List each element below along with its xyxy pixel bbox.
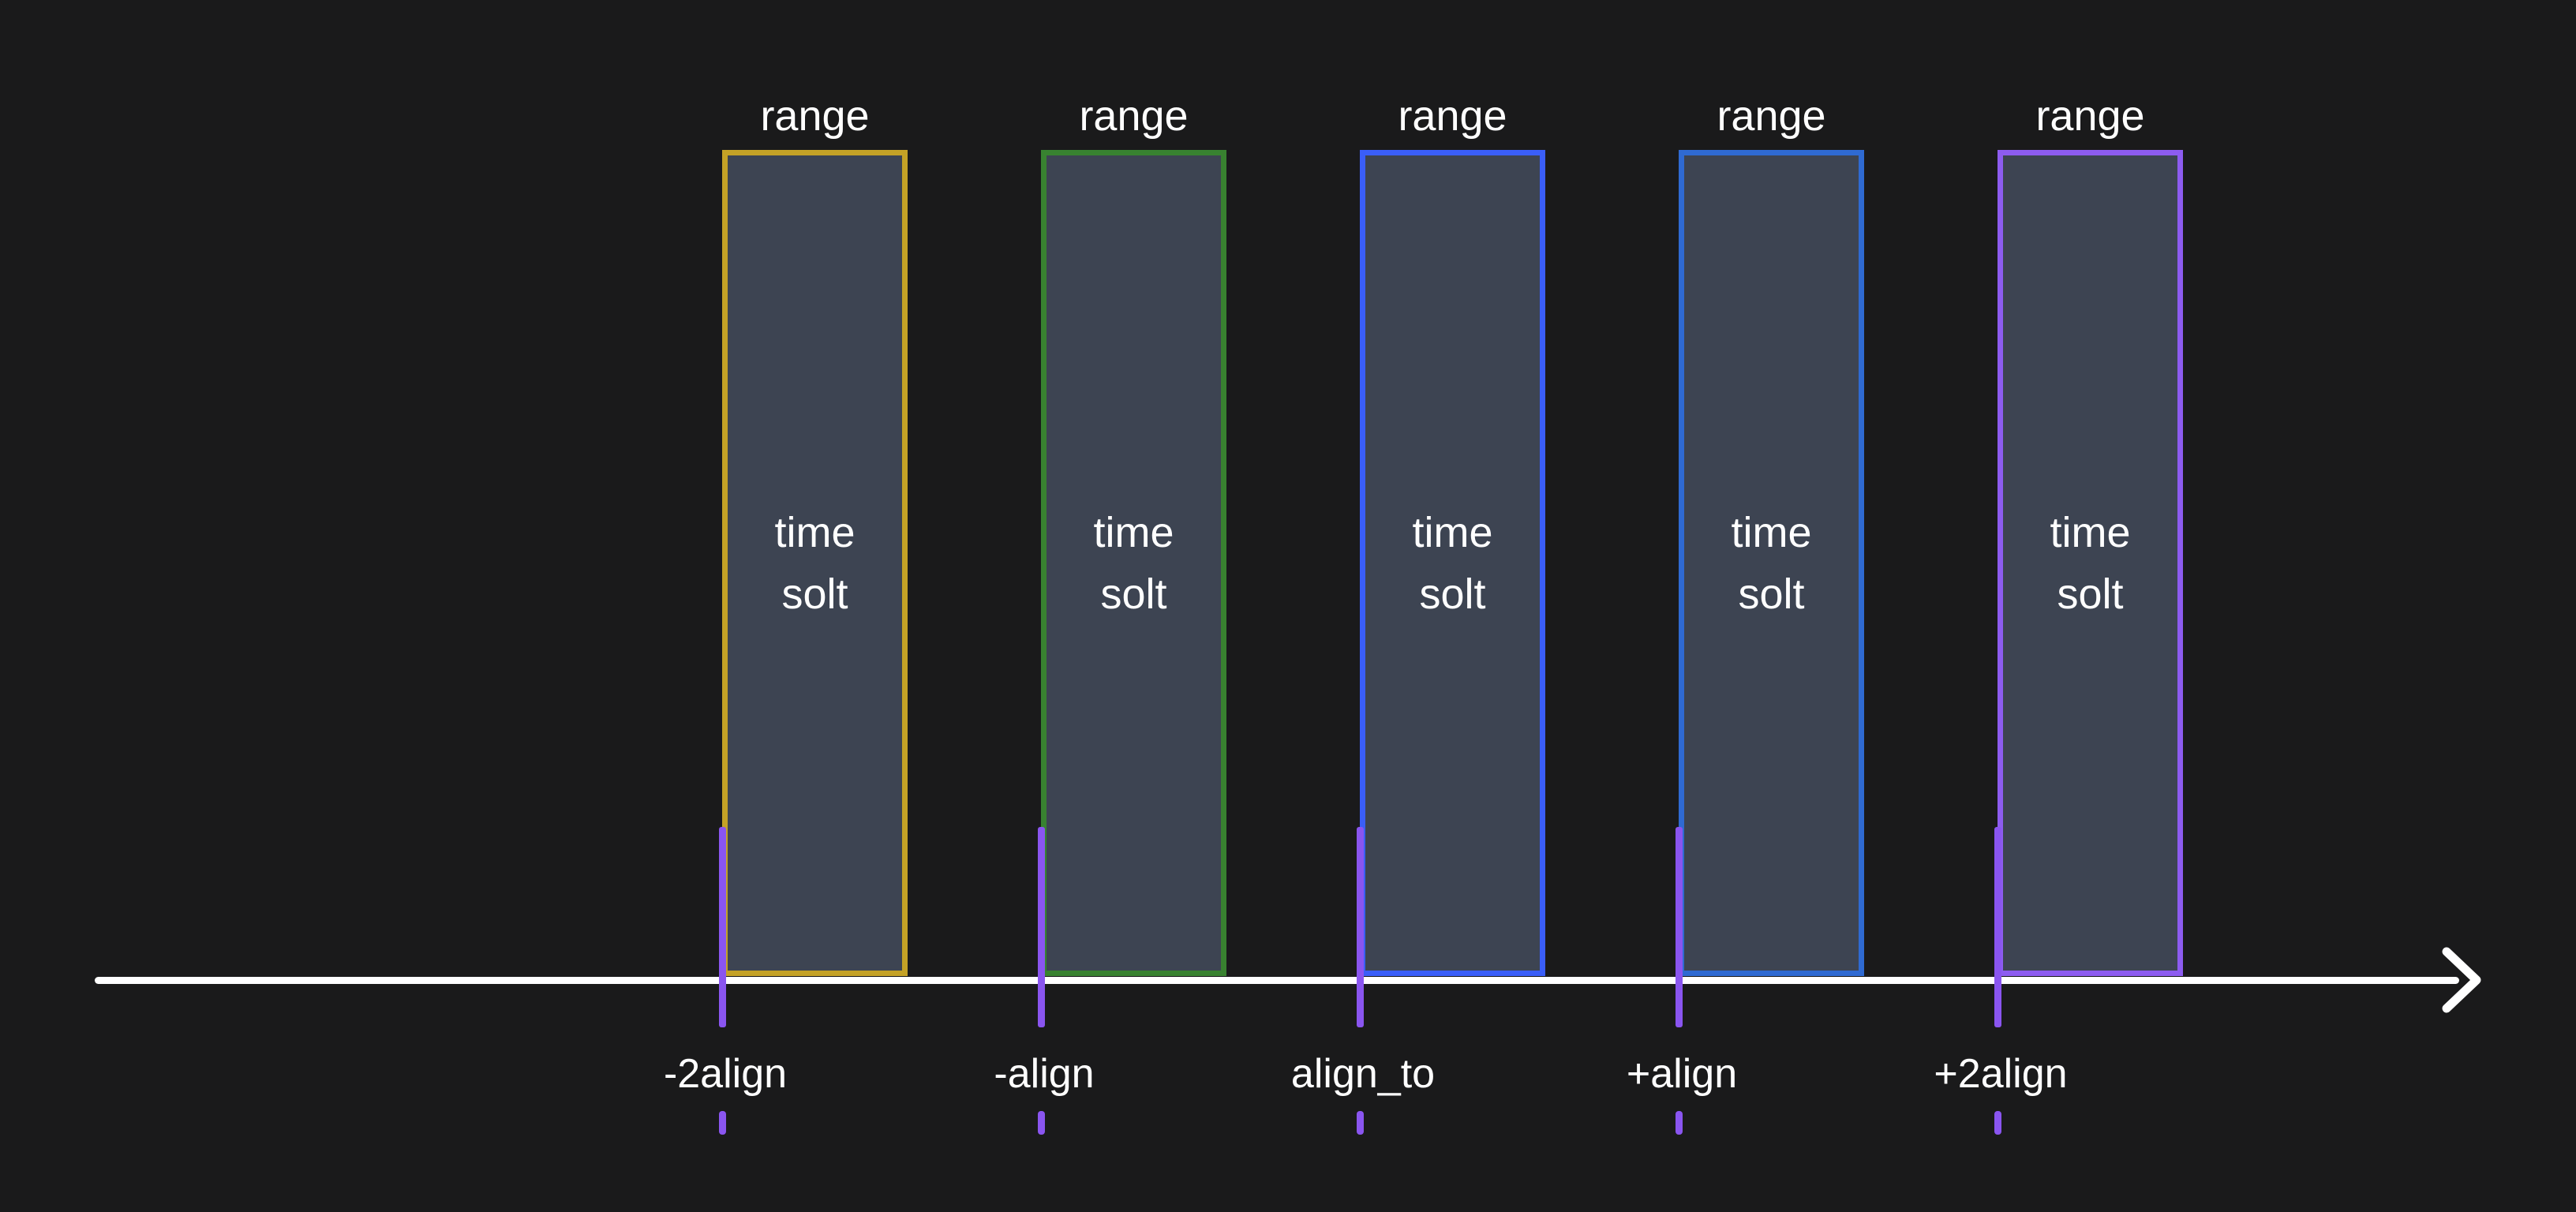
slot-text-line2: solt	[1419, 570, 1486, 618]
time-slot-box: time solt	[1360, 150, 1545, 976]
time-slot-box: time solt	[1041, 150, 1226, 976]
slot-group: range time solt align_to	[1291, 0, 1545, 1212]
timeline-axis	[95, 977, 2459, 984]
tick-dash	[719, 1111, 726, 1135]
tick-dash	[1994, 1111, 2001, 1135]
slot-text-line2: solt	[2057, 570, 2124, 618]
slot-text-line1: time	[1731, 508, 1812, 556]
slot-text-line1: time	[774, 508, 856, 556]
axis-arrowhead-icon	[2442, 947, 2481, 1013]
range-label: range	[1079, 92, 1189, 140]
tick-dash	[1038, 1111, 1045, 1135]
slot-text-line2: solt	[1738, 570, 1805, 618]
range-label: range	[2035, 92, 2145, 140]
tick-label: -2align	[663, 1051, 788, 1097]
slot-group: range time solt +2align	[1934, 0, 2183, 1212]
time-slot-box: time solt	[1679, 150, 1864, 976]
range-label: range	[1717, 92, 1826, 140]
slot-group: range time solt +align	[1627, 0, 1864, 1212]
tick-line	[1038, 827, 1045, 1027]
slot-group: range time solt -align	[994, 0, 1226, 1212]
tick-label: +2align	[1934, 1051, 2068, 1097]
tick-dash	[1676, 1111, 1683, 1135]
slot-text-line1: time	[1093, 508, 1174, 556]
time-slot-box: time solt	[722, 150, 908, 976]
tick-dash	[1357, 1111, 1364, 1135]
range-label: range	[760, 92, 870, 140]
slot-text-line2: solt	[1100, 570, 1167, 618]
slot-group: range time solt -2align	[664, 0, 908, 1212]
range-label: range	[1398, 92, 1507, 140]
tick-line	[1676, 827, 1683, 1027]
slot-text-line2: solt	[781, 570, 848, 618]
slot-text-line1: time	[2050, 508, 2131, 556]
tick-line	[719, 827, 726, 1027]
tick-line	[1994, 827, 2001, 1027]
tick-label: +align	[1626, 1051, 1738, 1097]
tick-label: align_to	[1290, 1051, 1436, 1097]
time-slot-box: time solt	[1998, 150, 2183, 976]
tick-line	[1357, 827, 1364, 1027]
tick-label: -align	[994, 1051, 1095, 1097]
slot-text-line1: time	[1412, 508, 1493, 556]
